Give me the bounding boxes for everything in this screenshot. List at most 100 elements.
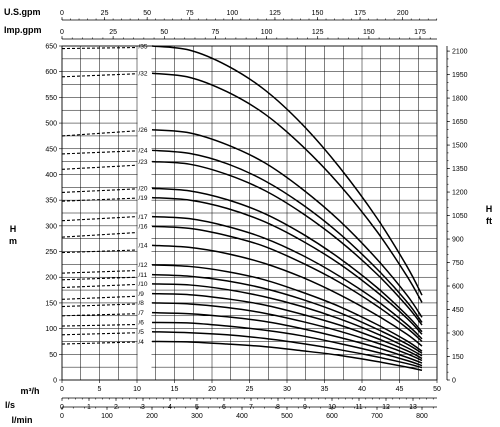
ls-axis-tick-label: 13 xyxy=(409,404,417,411)
dashed-segment xyxy=(61,341,138,345)
curve-26 xyxy=(151,129,423,318)
ls-axis-tick-label: 12 xyxy=(382,404,390,411)
right-axis-tick-label: 1500 xyxy=(452,143,468,150)
y-tick-label: 250 xyxy=(45,249,57,256)
dashed-segment xyxy=(61,231,138,238)
dashed-segment xyxy=(61,73,138,78)
curve-label-14: /14 xyxy=(139,243,148,250)
curve-24 xyxy=(151,149,423,323)
x-tick-label: 25 xyxy=(246,386,254,393)
right-axis-tick-label: 1050 xyxy=(452,213,468,220)
ls-axis-title: l/s xyxy=(5,400,15,410)
us-gpm-axis-title: U.S.gpm xyxy=(4,7,41,17)
y-tick-label: 50 xyxy=(49,352,57,359)
x-tick-label: 10 xyxy=(133,386,141,393)
lmin-axis-tick-label: 700 xyxy=(371,413,383,420)
curve-17 xyxy=(151,215,423,340)
right-axis-tick-label: 1650 xyxy=(452,119,468,126)
us-gpm-axis-tick-label: 100 xyxy=(226,10,238,17)
right-axis-tick-label: 1950 xyxy=(452,72,468,79)
curve-23 xyxy=(151,160,423,326)
curve-label-10: /10 xyxy=(139,281,148,288)
ls-axis-tick-label: 7 xyxy=(249,404,253,411)
imp-gpm-axis-tick-label: 75 xyxy=(212,29,220,36)
lmin-axis-tick-label: 400 xyxy=(236,413,248,420)
us-gpm-axis-tick-label: 50 xyxy=(143,10,151,17)
right-axis-title: H xyxy=(486,204,493,214)
curve-label-8: /8 xyxy=(139,300,145,307)
curve-14 xyxy=(151,244,423,347)
right-axis-tick-label: 2100 xyxy=(452,49,468,56)
curve-label-35: /35 xyxy=(139,43,148,50)
y-tick-label: 150 xyxy=(45,300,57,307)
curve-label-12: /12 xyxy=(139,262,148,269)
curve-label-24: /24 xyxy=(139,148,148,155)
dashed-segment xyxy=(61,249,138,254)
y-tick-label: 600 xyxy=(45,69,57,76)
curve-5 xyxy=(151,330,423,369)
us-gpm-axis-tick-label: 75 xyxy=(186,10,194,17)
curve-12 xyxy=(151,264,423,352)
x-tick-label: 35 xyxy=(321,386,329,393)
grid xyxy=(61,45,438,381)
lmin-axis-title: l/min xyxy=(11,415,32,425)
dashed-segment xyxy=(61,276,138,281)
right-axis-unit: ft xyxy=(486,216,492,226)
dashed-segment xyxy=(61,150,138,155)
imp-gpm-axis-tick-label: 100 xyxy=(261,29,273,36)
ls-axis-tick-label: 1 xyxy=(87,404,91,411)
dashed-segment xyxy=(61,130,138,137)
y-tick-label: 550 xyxy=(45,95,57,102)
y-axis-title: H xyxy=(10,224,17,234)
ls-axis-tick-label: 4 xyxy=(168,404,172,411)
curve-labels: /35/32/26/24/23/20/19/17/16/14/12/11/10 /… xyxy=(139,43,148,345)
dashed-segment xyxy=(61,164,138,170)
right-axis-tick-label: 900 xyxy=(452,237,464,244)
x-tick-label: 15 xyxy=(171,386,179,393)
right-axis-tick-label: 1800 xyxy=(452,96,468,103)
lmin-axis-tick-label: 300 xyxy=(191,413,203,420)
axes: 0501001502002503003504004505005506006500… xyxy=(45,10,467,420)
x-axis-title: m³/h xyxy=(21,386,40,396)
curve-label-7: /7 xyxy=(139,310,145,317)
lmin-axis-tick-label: 800 xyxy=(416,413,428,420)
right-axis-tick-label: 1200 xyxy=(452,190,468,197)
y-tick-label: 500 xyxy=(45,121,57,128)
ls-axis-tick-label: 6 xyxy=(222,404,226,411)
ls-axis-tick-label: 8 xyxy=(276,404,280,411)
y-tick-label: 300 xyxy=(45,223,57,230)
label-gap xyxy=(137,47,152,379)
y-tick-label: 100 xyxy=(45,326,57,333)
y-tick-label: 400 xyxy=(45,172,57,179)
y-axis-unit: m xyxy=(9,236,17,246)
us-gpm-axis-tick-label: 125 xyxy=(269,10,281,17)
dashed-segment xyxy=(61,332,138,336)
right-axis-tick-label: 450 xyxy=(452,307,464,314)
imp-gpm-axis-tick-label: 150 xyxy=(363,29,375,36)
curve-label-6: /6 xyxy=(139,320,145,327)
us-gpm-axis-tick-label: 0 xyxy=(60,10,64,17)
lmin-axis-tick-label: 100 xyxy=(101,413,113,420)
x-tick-label: 45 xyxy=(396,386,404,393)
curve-32 xyxy=(151,72,423,303)
dashed-segment xyxy=(61,216,138,222)
curve-label-16: /16 xyxy=(139,224,148,231)
curve-label-19: /19 xyxy=(139,195,148,202)
imp-gpm-axis-tick-label: 175 xyxy=(414,29,426,36)
right-axis-tick-label: 1350 xyxy=(452,166,468,173)
us-gpm-axis-tick-label: 25 xyxy=(101,10,109,17)
x-tick-label: 20 xyxy=(208,386,216,393)
curve-label-20: /20 xyxy=(139,186,148,193)
imp-gpm-axis-tick-label: 50 xyxy=(160,29,168,36)
dashed-segment xyxy=(61,188,138,193)
performance-curves xyxy=(151,45,423,371)
dashed-segments xyxy=(61,46,138,345)
curve-label-4: /4 xyxy=(139,339,145,346)
x-tick-label: 0 xyxy=(60,386,64,393)
curve-label-26: /26 xyxy=(139,127,148,134)
curve-6 xyxy=(151,321,423,367)
curve-label-32: /32 xyxy=(139,71,148,78)
right-axis-tick-label: 300 xyxy=(452,331,464,338)
dashed-segment xyxy=(61,197,138,202)
imp-gpm-axis-tick-label: 125 xyxy=(312,29,324,36)
